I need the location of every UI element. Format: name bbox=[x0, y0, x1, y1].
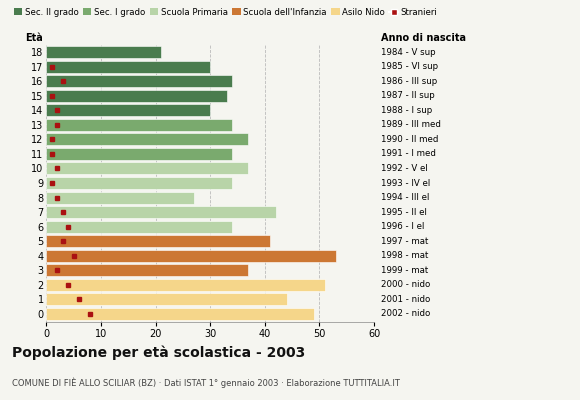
Text: COMUNE DI FIÈ ALLO SCILIAR (BZ) · Dati ISTAT 1° gennaio 2003 · Elaborazione TUTT: COMUNE DI FIÈ ALLO SCILIAR (BZ) · Dati I… bbox=[12, 378, 400, 388]
Text: 2000 - nido: 2000 - nido bbox=[381, 280, 430, 289]
Text: Età: Età bbox=[26, 33, 43, 43]
Bar bbox=[46, 60, 210, 72]
Bar bbox=[46, 279, 325, 291]
Text: 1989 - III med: 1989 - III med bbox=[381, 120, 441, 129]
Text: Anno di nascita: Anno di nascita bbox=[381, 33, 466, 43]
Text: 1999 - mat: 1999 - mat bbox=[381, 266, 428, 275]
Bar bbox=[46, 119, 232, 131]
Bar bbox=[46, 192, 194, 204]
Bar bbox=[46, 250, 336, 262]
Bar bbox=[46, 90, 227, 102]
Text: 1985 - VI sup: 1985 - VI sup bbox=[381, 62, 438, 71]
Text: 1997 - mat: 1997 - mat bbox=[381, 237, 428, 246]
Bar bbox=[46, 177, 232, 189]
Bar bbox=[46, 133, 248, 145]
Text: Popolazione per età scolastica - 2003: Popolazione per età scolastica - 2003 bbox=[12, 346, 305, 360]
Bar bbox=[46, 294, 287, 306]
Text: 1984 - V sup: 1984 - V sup bbox=[381, 48, 436, 56]
Text: 1995 - II el: 1995 - II el bbox=[381, 208, 427, 217]
Bar bbox=[46, 235, 270, 247]
Bar bbox=[46, 148, 232, 160]
Bar bbox=[46, 221, 232, 233]
Legend: Sec. II grado, Sec. I grado, Scuola Primaria, Scuola dell'Infanzia, Asilo Nido, : Sec. II grado, Sec. I grado, Scuola Prim… bbox=[10, 4, 441, 20]
Bar bbox=[46, 206, 275, 218]
Text: 1993 - IV el: 1993 - IV el bbox=[381, 178, 430, 188]
Bar bbox=[46, 162, 248, 174]
Bar bbox=[46, 308, 314, 320]
Text: 1998 - mat: 1998 - mat bbox=[381, 251, 428, 260]
Text: 1994 - III el: 1994 - III el bbox=[381, 193, 429, 202]
Text: 1986 - III sup: 1986 - III sup bbox=[381, 77, 437, 86]
Bar bbox=[46, 46, 161, 58]
Bar bbox=[46, 104, 210, 116]
Text: 1990 - II med: 1990 - II med bbox=[381, 135, 438, 144]
Text: 1996 - I el: 1996 - I el bbox=[381, 222, 425, 231]
Text: 1991 - I med: 1991 - I med bbox=[381, 149, 436, 158]
Text: 1988 - I sup: 1988 - I sup bbox=[381, 106, 432, 115]
Text: 1987 - II sup: 1987 - II sup bbox=[381, 91, 434, 100]
Bar bbox=[46, 264, 248, 276]
Text: 1992 - V el: 1992 - V el bbox=[381, 164, 427, 173]
Bar bbox=[46, 75, 232, 87]
Text: 2001 - nido: 2001 - nido bbox=[381, 295, 430, 304]
Text: 2002 - nido: 2002 - nido bbox=[381, 310, 430, 318]
